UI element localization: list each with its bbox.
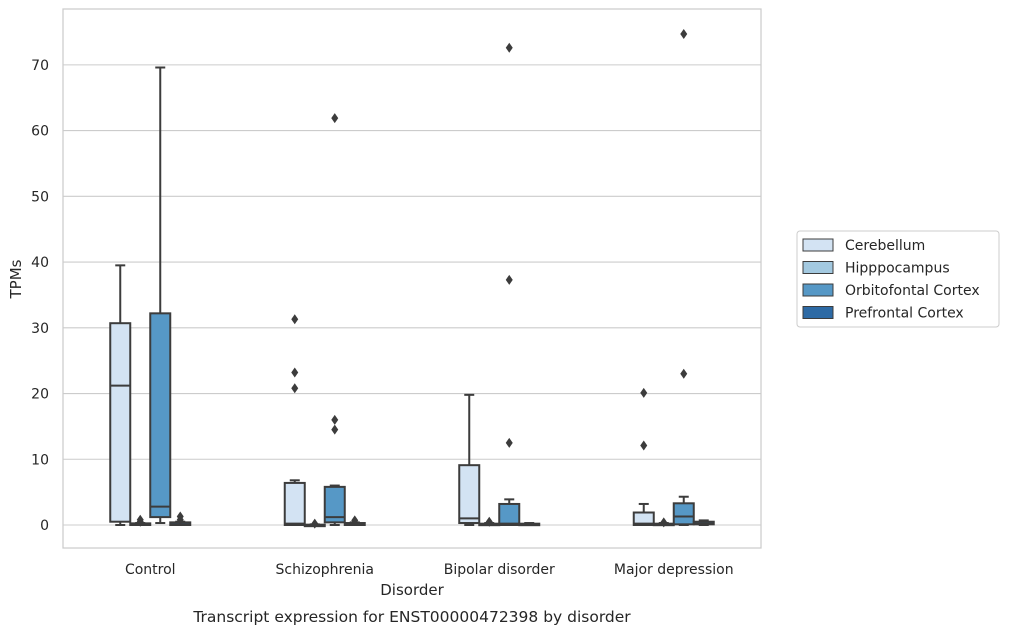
legend-label: Hipppocampus xyxy=(845,261,950,277)
x-tick-label: Major depression xyxy=(614,562,734,578)
box-group xyxy=(129,514,152,527)
legend-swatch xyxy=(802,238,834,252)
legend-label: Prefrontal Cortex xyxy=(845,306,964,322)
outlier-point xyxy=(640,440,648,451)
y-tick-label: 60 xyxy=(31,124,49,140)
legend-label: Orbitofontal Cortex xyxy=(845,283,980,299)
box-group xyxy=(343,515,366,526)
outlier-point xyxy=(291,383,299,394)
outlier-point xyxy=(505,437,513,448)
y-tick-label: 10 xyxy=(31,452,49,468)
legend-swatch xyxy=(802,283,834,297)
legend: Cerebellum Hipppocampus Orbitofontal Corte… xyxy=(796,230,1000,328)
box xyxy=(458,464,481,525)
box-group xyxy=(303,518,326,529)
outlier-point xyxy=(291,314,299,325)
x-tick-label: Bipolar disorder xyxy=(444,562,555,578)
y-tick-label: 20 xyxy=(31,387,49,403)
gridlines xyxy=(63,64,761,526)
outlier-point xyxy=(291,367,299,378)
box xyxy=(323,485,346,524)
plot-area xyxy=(109,28,715,529)
box-group xyxy=(692,519,715,526)
x-tick-label: Schizophrenia xyxy=(276,562,374,578)
y-axis-ticks: 0 10 20 30 40 50 60 70 xyxy=(31,58,49,534)
box-group xyxy=(109,264,132,526)
outlier-point xyxy=(311,518,319,529)
box-group xyxy=(149,66,172,525)
box xyxy=(149,312,172,519)
box-group xyxy=(652,517,675,528)
y-axis-title: TPMs xyxy=(7,259,25,299)
box-group xyxy=(672,28,695,526)
outlier-point xyxy=(640,387,648,398)
y-tick-label: 40 xyxy=(31,255,49,271)
box-group xyxy=(283,314,306,526)
outlier-point xyxy=(485,516,493,527)
outlier-point xyxy=(176,511,184,522)
box-group xyxy=(458,393,481,526)
box xyxy=(283,481,306,526)
y-tick-label: 0 xyxy=(40,518,49,534)
outlier-point xyxy=(680,28,688,39)
legend-frame xyxy=(796,230,1000,328)
outlier-point xyxy=(136,514,144,525)
outlier-point xyxy=(660,517,668,528)
box-group xyxy=(632,387,655,526)
plot-frame xyxy=(62,8,762,549)
outlier-point xyxy=(505,42,513,53)
outlier-point xyxy=(680,368,688,379)
box-group xyxy=(169,511,192,526)
legend-label: Cerebellum xyxy=(845,238,925,254)
y-tick-label: 70 xyxy=(31,58,49,74)
box xyxy=(632,511,655,526)
outlier-point xyxy=(331,414,339,425)
legend-swatch xyxy=(802,261,834,274)
x-axis-title: Disorder xyxy=(380,581,444,599)
x-tick-label: Control xyxy=(125,562,176,578)
outlier-point xyxy=(351,515,359,526)
legend-swatch xyxy=(802,306,834,319)
box-group xyxy=(323,113,346,526)
box-group xyxy=(518,522,541,527)
outlier-point xyxy=(331,424,339,435)
box xyxy=(672,502,695,526)
y-tick-label: 50 xyxy=(31,189,49,205)
x-axis-ticks: Control Schizophrenia Bipolar disorder Majo… xyxy=(125,562,734,578)
box-group xyxy=(498,42,521,526)
box-group xyxy=(478,516,501,527)
chart-caption: Transcript expression for ENST0000047239… xyxy=(192,608,631,626)
box xyxy=(498,502,521,526)
box xyxy=(109,322,132,523)
outlier-point xyxy=(331,113,339,124)
outlier-point xyxy=(505,274,513,285)
y-tick-label: 30 xyxy=(31,321,49,337)
